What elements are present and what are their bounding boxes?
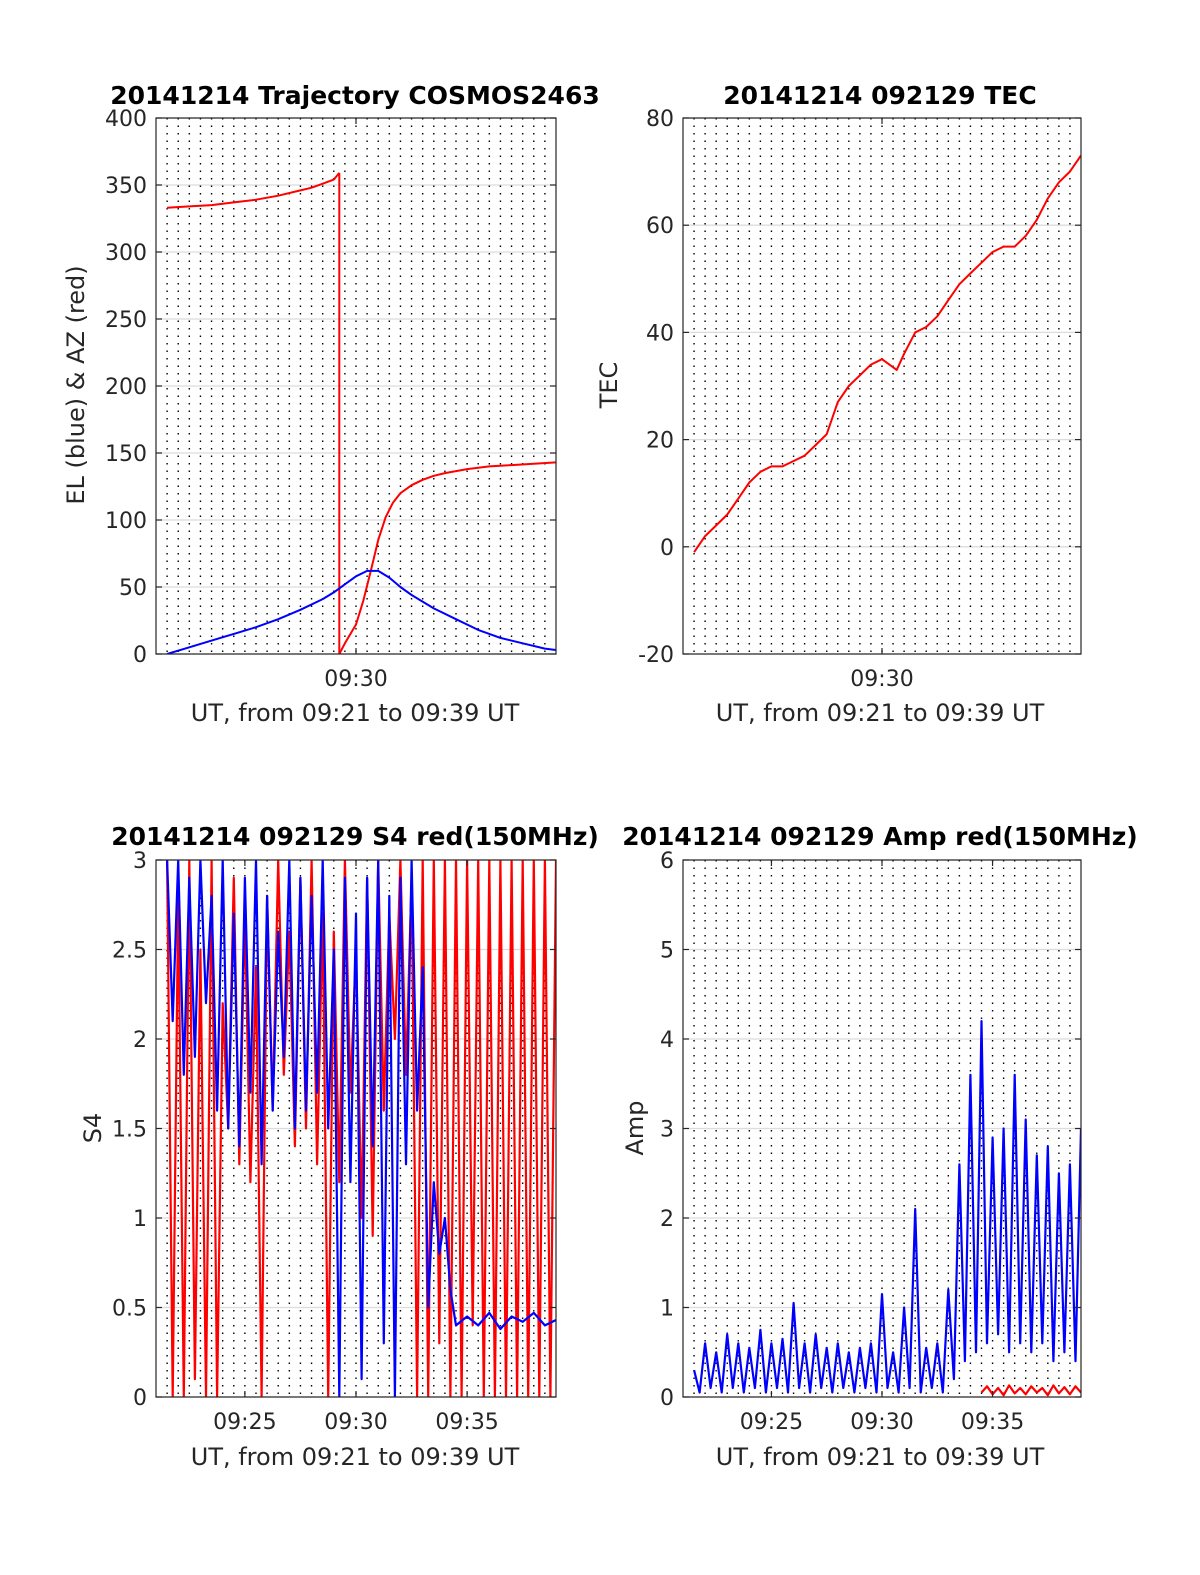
y-tick-label: 2 — [660, 1207, 674, 1232]
chart-title-amp: 20141214 092129 Amp red(150MHz) — [622, 822, 1138, 851]
series-line-amp-1-0 — [693, 1019, 1081, 1394]
y-axis-label-amp: Amp — [621, 1100, 649, 1155]
chart-title-s4: 20141214 092129 S4 red(150MHz) — [111, 822, 599, 851]
x-tick-label: 09:30 — [850, 667, 913, 692]
x-tick-label: 09:25 — [740, 1410, 803, 1435]
y-tick-label: 20 — [646, 429, 674, 454]
x-tick-label: 09:30 — [324, 1410, 387, 1435]
y-tick-label: 2 — [133, 1028, 147, 1053]
y-tick-label: 350 — [105, 174, 147, 199]
x-axis-label-s4: UT, from 09:21 to 09:39 UT — [191, 1443, 520, 1471]
y-tick-label: 60 — [646, 214, 674, 239]
y-tick-label: 100 — [105, 509, 147, 534]
chart-panel-s4: 20141214 092129 S4 red(150MHz) UT, from … — [79, 822, 599, 1471]
x-axis-label-amp: UT, from 09:21 to 09:39 UT — [716, 1443, 1045, 1471]
y-tick-label: 5 — [660, 939, 674, 964]
x-axis-label-tec: UT, from 09:21 to 09:39 UT — [716, 699, 1045, 727]
chart-title-trajectory: 20141214 Trajectory COSMOS2463 — [110, 81, 600, 110]
y-tick-label: 50 — [119, 576, 147, 601]
y-tick-label: 3 — [133, 849, 147, 874]
y-tick-label: 0 — [660, 536, 674, 561]
x-tick-label: 09:30 — [850, 1410, 913, 1435]
y-tick-label: 150 — [105, 442, 147, 467]
y-tick-label: 2.5 — [112, 939, 147, 964]
y-axis-label-trajectory: EL (blue) & AZ (red) — [62, 265, 90, 504]
y-tick-label: 400 — [105, 107, 147, 132]
y-axis-label-s4: S4 — [79, 1113, 107, 1144]
x-axis-label-trajectory: UT, from 09:21 to 09:39 UT — [191, 699, 520, 727]
chart-panel-amp: 20141214 092129 Amp red(150MHz) UT, from… — [621, 822, 1138, 1471]
series-line-s4-1-0 — [166, 860, 556, 1397]
y-tick-label: 1.5 — [112, 1118, 147, 1143]
chart-panel-tec: 20141214 092129 TEC UT, from 09:21 to 09… — [595, 81, 1082, 727]
series-line-trajectory-0-0 — [167, 172, 341, 209]
series-line-amp-0-0 — [980, 1384, 1081, 1397]
y-tick-label: 0 — [660, 1386, 674, 1411]
series-group-s4 — [166, 860, 556, 1397]
series-group-tec — [693, 154, 1081, 553]
y-tick-label: 0 — [133, 1386, 147, 1411]
y-tick-label: 40 — [646, 321, 674, 346]
x-tick-label: 09:35 — [435, 1410, 498, 1435]
chart-panel-trajectory: 20141214 Trajectory COSMOS2463 UT, from … — [62, 81, 600, 727]
series-line-tec-0-0 — [693, 154, 1081, 553]
x-tick-label: 09:35 — [961, 1410, 1024, 1435]
y-tick-label: 250 — [105, 308, 147, 333]
x-tick-label: 09:25 — [213, 1410, 276, 1435]
y-tick-label: -20 — [638, 643, 674, 668]
y-tick-label: 0 — [133, 643, 147, 668]
y-tick-label: 1 — [133, 1207, 147, 1232]
x-tick-label: 09:30 — [324, 667, 387, 692]
series-group-amp — [693, 1019, 1081, 1397]
y-tick-label: 6 — [660, 849, 674, 874]
y-axis-label-tec: TEC — [595, 362, 623, 410]
y-tick-label: 80 — [646, 107, 674, 132]
y-tick-label: 3 — [660, 1118, 674, 1143]
series-line-trajectory-0-2 — [338, 461, 556, 654]
series-line-trajectory-1-0 — [166, 569, 556, 654]
y-tick-label: 300 — [105, 241, 147, 266]
series-group-trajectory — [166, 172, 556, 654]
y-tick-label: 4 — [660, 1028, 674, 1053]
chart-title-tec: 20141214 092129 TEC — [723, 81, 1036, 110]
y-tick-label: 200 — [105, 375, 147, 400]
y-tick-label: 1 — [660, 1297, 674, 1322]
y-tick-label: 0.5 — [112, 1297, 147, 1322]
